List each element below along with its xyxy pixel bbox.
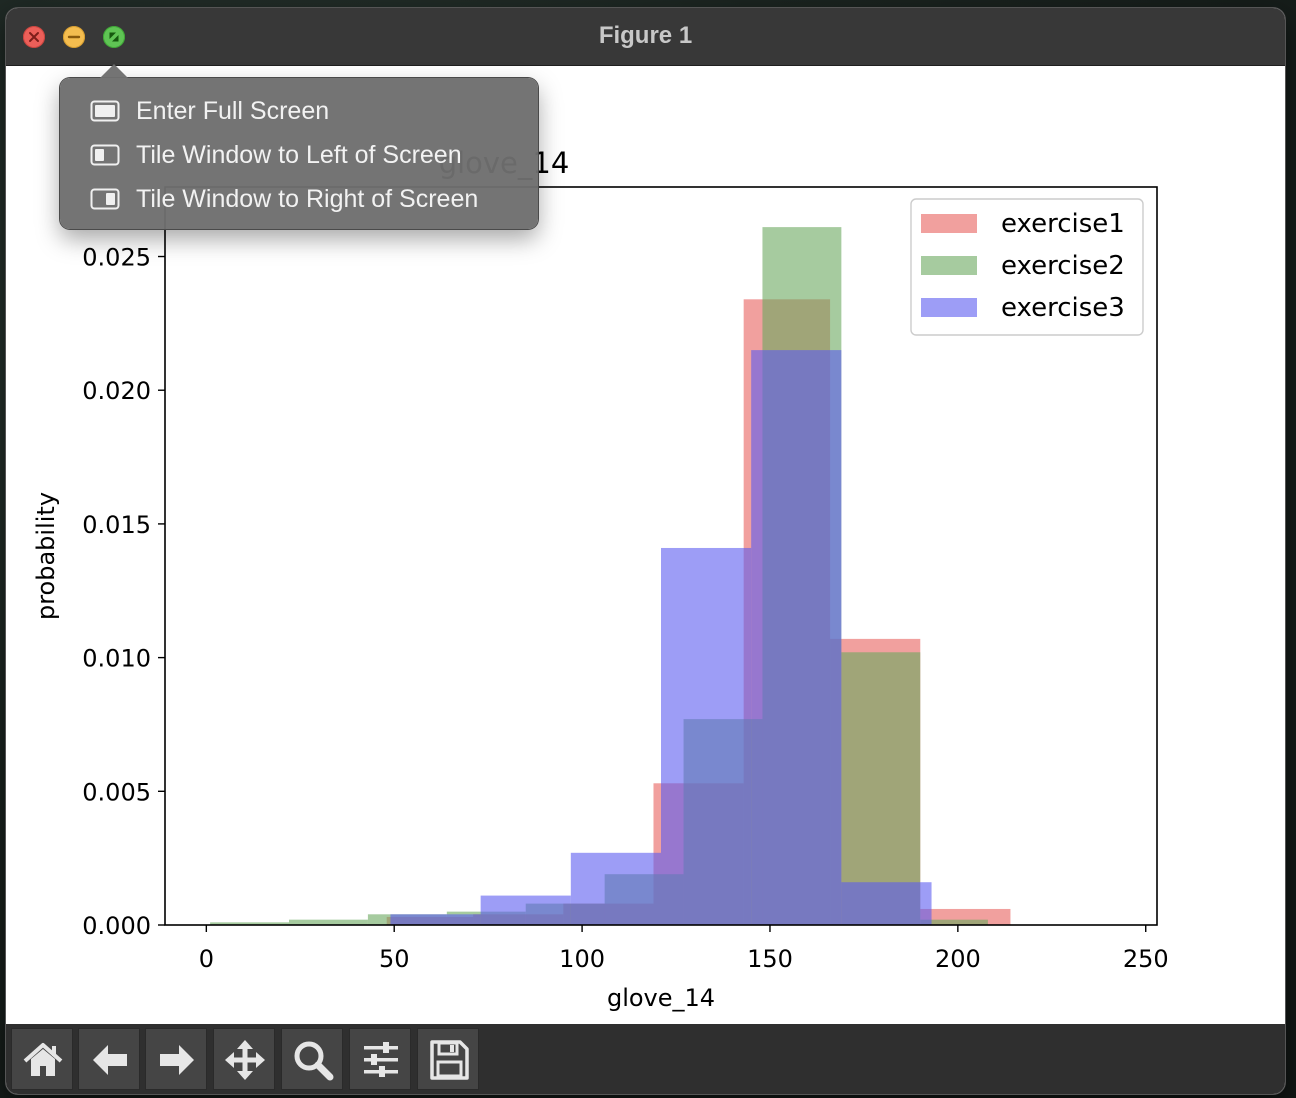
menu-item-label: Tile Window to Right of Screen: [136, 185, 479, 213]
close-x-icon: [29, 32, 39, 42]
bar-exercise3-4: [751, 350, 842, 925]
x-tick-label: 150: [747, 945, 793, 973]
close-button[interactable]: [23, 26, 45, 48]
back-button[interactable]: [78, 1028, 140, 1090]
x-tick-label: 100: [559, 945, 605, 973]
zoom-button[interactable]: [103, 26, 125, 48]
y-axis-label: probability: [32, 492, 60, 620]
home-icon: [23, 1043, 63, 1076]
back-arrow-icon: [93, 1045, 127, 1075]
forward-arrow-icon: [160, 1045, 194, 1075]
legend-swatch-exercise3: [921, 298, 977, 317]
legend-label: exercise2: [1001, 251, 1125, 281]
legend-swatch-exercise2: [921, 256, 977, 275]
legend-swatch-exercise1: [921, 214, 977, 233]
legend-label: exercise1: [1001, 209, 1125, 239]
title-bar[interactable]: Figure 1: [6, 8, 1285, 66]
bar-exercise2-8: [841, 652, 921, 925]
y-tick-label: 0.020: [82, 377, 151, 405]
menu-item-enter-full-screen[interactable]: Enter Full Screen: [60, 91, 538, 131]
pan-button[interactable]: [213, 1028, 275, 1090]
tile-right-icon: [90, 188, 120, 210]
bar-exercise3-3: [661, 547, 752, 925]
bar-exercise2-9: [920, 919, 988, 925]
home-button[interactable]: [11, 1028, 73, 1090]
bar-exercise2-0: [210, 922, 289, 925]
y-tick-label: 0.000: [82, 912, 151, 940]
bar-exercise3-5: [841, 882, 932, 925]
tile-left-icon: [90, 144, 120, 166]
minus-icon: [67, 35, 81, 39]
bar-exercise3-1: [480, 895, 571, 925]
menu-item-label: Enter Full Screen: [136, 97, 330, 125]
full-screen-icon: [90, 100, 120, 122]
menu-item-tile-left[interactable]: Tile Window to Left of Screen: [60, 135, 538, 175]
y-tick-label: 0.015: [82, 511, 151, 539]
y-tick-label: 0.010: [82, 645, 151, 673]
save-button[interactable]: [417, 1028, 479, 1090]
bar-exercise3-2: [570, 852, 661, 925]
menu-item-label: Tile Window to Left of Screen: [136, 141, 462, 169]
y-tick-label: 0.025: [82, 244, 151, 272]
pan-move-icon: [225, 1040, 265, 1080]
full-screen-arrows-icon: [109, 32, 119, 42]
sliders-icon: [364, 1042, 398, 1077]
legend-label: exercise3: [1001, 293, 1125, 323]
window-title: Figure 1: [598, 22, 693, 49]
zoom-button-menu: Enter Full Screen Tile Window to Left of…: [60, 64, 538, 229]
histogram-chart: 0 50 100 150 200 250 0.000 0.005 0.010 0.015 0.020…: [32, 146, 1169, 1012]
x-tick-label: 200: [935, 945, 981, 973]
x-tick-label: 50: [379, 945, 410, 973]
x-tick-label: 0: [199, 945, 214, 973]
menu-item-tile-right[interactable]: Tile Window to Right of Screen: [60, 179, 538, 219]
x-axis-label: glove_14: [607, 984, 715, 1012]
forward-button[interactable]: [145, 1028, 207, 1090]
y-tick-label: 0.005: [82, 778, 151, 806]
navigation-toolbar: [6, 1024, 1285, 1094]
bar-exercise2-1: [289, 919, 368, 925]
minimize-button[interactable]: [63, 26, 85, 48]
zoom-to-rect-button[interactable]: [281, 1028, 343, 1090]
bar-exercise3-0: [390, 914, 481, 925]
menu-pointer: [100, 64, 128, 78]
axes-frame: [164, 186, 1158, 926]
configure-subplots-button[interactable]: [349, 1028, 411, 1090]
x-tick-label: 250: [1123, 945, 1169, 973]
magnifier-icon: [294, 1041, 334, 1081]
save-disk-icon: [430, 1040, 469, 1080]
